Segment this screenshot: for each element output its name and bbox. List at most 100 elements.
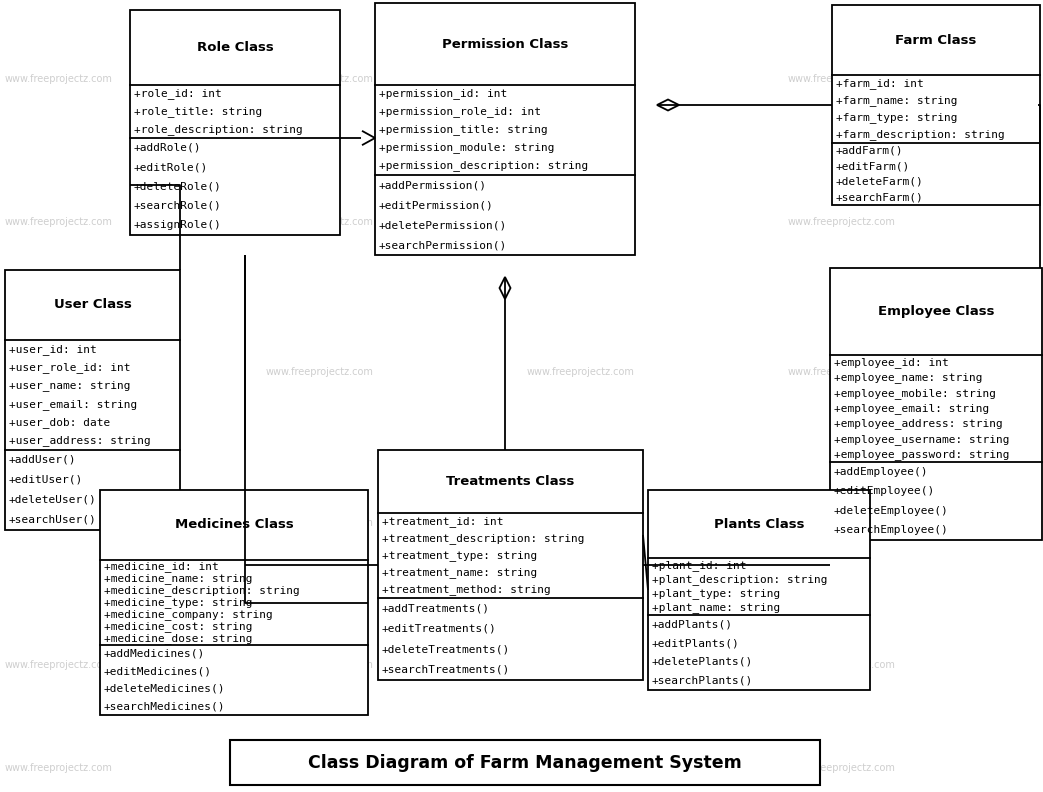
Text: +searchFarm(): +searchFarm()	[836, 192, 924, 202]
Bar	[830, 268, 1042, 540]
Text: www.freeprojectz.com: www.freeprojectz.com	[527, 661, 634, 670]
Bar	[231, 740, 820, 785]
Text: +medicine_description: string: +medicine_description: string	[104, 585, 299, 596]
Text: +editUser(): +editUser()	[9, 475, 83, 485]
Text: www.freeprojectz.com: www.freeprojectz.com	[787, 518, 895, 527]
Text: Plants Class: Plants Class	[713, 517, 804, 531]
Text: +deleteFarm(): +deleteFarm()	[836, 177, 924, 187]
Text: www.freeprojectz.com: www.freeprojectz.com	[527, 763, 634, 773]
Text: +user_id: int: +user_id: int	[9, 344, 97, 355]
Text: +treatment_method: string: +treatment_method: string	[382, 584, 551, 595]
Bar	[648, 490, 870, 690]
Text: +deleteTreatments(): +deleteTreatments()	[382, 644, 510, 654]
Text: +addEmployee(): +addEmployee()	[834, 466, 928, 477]
Text: +employee_name: string: +employee_name: string	[834, 372, 983, 383]
Bar	[100, 490, 368, 715]
Text: Medicines Class: Medicines Class	[174, 519, 293, 531]
Text: www.freeprojectz.com: www.freeprojectz.com	[5, 367, 113, 377]
Text: Role Class: Role Class	[197, 41, 273, 54]
Text: +user_dob: date: +user_dob: date	[9, 417, 111, 428]
Text: www.freeprojectz.com: www.freeprojectz.com	[787, 763, 895, 773]
Text: www.freeprojectz.com: www.freeprojectz.com	[527, 217, 634, 227]
Text: +user_address: string: +user_address: string	[9, 436, 151, 446]
Text: +user_name: string: +user_name: string	[9, 380, 130, 391]
Text: +farm_name: string: +farm_name: string	[836, 95, 957, 106]
Bar	[5, 270, 180, 530]
Text: +farm_type: string: +farm_type: string	[836, 112, 957, 123]
Text: +editMedicines(): +editMedicines()	[104, 666, 212, 676]
Text: +user_email: string: +user_email: string	[9, 398, 138, 409]
Text: +searchPlants(): +searchPlants()	[652, 676, 753, 686]
Text: +plant_description: string: +plant_description: string	[652, 574, 827, 584]
Text: +addPlants(): +addPlants()	[652, 619, 733, 630]
Text: +editPlants(): +editPlants()	[652, 638, 739, 648]
Text: +editPermission(): +editPermission()	[379, 200, 493, 210]
Text: +searchTreatments(): +searchTreatments()	[382, 664, 510, 675]
Text: www.freeprojectz.com: www.freeprojectz.com	[266, 661, 373, 670]
Text: www.freeprojectz.com: www.freeprojectz.com	[5, 661, 113, 670]
Text: +role_description: string: +role_description: string	[134, 124, 302, 135]
Text: +treatment_type: string: +treatment_type: string	[382, 550, 537, 561]
Text: +deleteMedicines(): +deleteMedicines()	[104, 683, 225, 694]
Text: www.freeprojectz.com: www.freeprojectz.com	[266, 367, 373, 377]
Text: +addMedicines(): +addMedicines()	[104, 649, 205, 659]
Text: +treatment_name: string: +treatment_name: string	[382, 567, 537, 578]
Text: Permission Class: Permission Class	[442, 37, 568, 51]
Text: +employee_password: string: +employee_password: string	[834, 449, 1010, 460]
Text: +editEmployee(): +editEmployee()	[834, 486, 936, 497]
Text: +plant_name: string: +plant_name: string	[652, 603, 780, 613]
Text: www.freeprojectz.com: www.freeprojectz.com	[5, 763, 113, 773]
Text: +searchPermission(): +searchPermission()	[379, 240, 507, 250]
Text: +farm_description: string: +farm_description: string	[836, 129, 1004, 140]
Text: www.freeprojectz.com: www.freeprojectz.com	[266, 217, 373, 227]
Text: +permission_role_id: int: +permission_role_id: int	[379, 107, 541, 117]
Bar	[378, 450, 642, 680]
Text: +role_id: int: +role_id: int	[134, 89, 222, 99]
Text: +employee_mobile: string: +employee_mobile: string	[834, 388, 996, 398]
Text: www.freeprojectz.com: www.freeprojectz.com	[5, 217, 113, 227]
Text: +plant_type: string: +plant_type: string	[652, 588, 780, 599]
Text: +permission_id: int: +permission_id: int	[379, 89, 507, 100]
Text: +treatment_id: int: +treatment_id: int	[382, 516, 504, 527]
Text: +deletePermission(): +deletePermission()	[379, 220, 507, 230]
Text: Treatments Class: Treatments Class	[446, 475, 575, 488]
Text: +permission_module: string: +permission_module: string	[379, 143, 555, 154]
Text: +role_title: string: +role_title: string	[134, 106, 262, 117]
Text: www.freeprojectz.com: www.freeprojectz.com	[787, 74, 895, 84]
Text: +employee_id: int: +employee_id: int	[834, 357, 949, 368]
Text: +employee_username: string: +employee_username: string	[834, 433, 1010, 444]
Text: www.freeprojectz.com: www.freeprojectz.com	[5, 74, 113, 84]
Text: +editFarm(): +editFarm()	[836, 162, 911, 171]
Text: +medicine_company: string: +medicine_company: string	[104, 609, 273, 620]
Text: +addFarm(): +addFarm()	[836, 146, 903, 156]
Bar	[130, 10, 340, 235]
Text: User Class: User Class	[53, 299, 131, 311]
Text: www.freeprojectz.com: www.freeprojectz.com	[5, 518, 113, 527]
Text: www.freeprojectz.com: www.freeprojectz.com	[527, 74, 634, 84]
Text: +editTreatments(): +editTreatments()	[382, 624, 496, 634]
Text: www.freeprojectz.com: www.freeprojectz.com	[787, 217, 895, 227]
Text: Class Diagram of Farm Management System: Class Diagram of Farm Management System	[308, 753, 742, 771]
Text: +assignRole(): +assignRole()	[134, 220, 222, 230]
Text: +user_role_id: int: +user_role_id: int	[9, 362, 130, 373]
Text: Employee Class: Employee Class	[878, 305, 994, 318]
Text: +deleteUser(): +deleteUser()	[9, 495, 97, 505]
Text: +employee_address: string: +employee_address: string	[834, 418, 1002, 429]
Text: www.freeprojectz.com: www.freeprojectz.com	[527, 367, 634, 377]
Text: +treatment_description: string: +treatment_description: string	[382, 533, 584, 544]
Text: +searchUser(): +searchUser()	[9, 515, 97, 525]
Text: +addUser(): +addUser()	[9, 455, 76, 465]
Text: +searchRole(): +searchRole()	[134, 201, 222, 211]
Text: +deleteEmployee(): +deleteEmployee()	[834, 506, 949, 516]
Text: +employee_email: string: +employee_email: string	[834, 403, 989, 414]
Text: +permission_title: string: +permission_title: string	[379, 124, 548, 135]
Text: +addTreatments(): +addTreatments()	[382, 604, 490, 613]
Text: www.freeprojectz.com: www.freeprojectz.com	[527, 518, 634, 527]
Text: +plant_id: int: +plant_id: int	[652, 560, 747, 570]
Text: +medicine_name: string: +medicine_name: string	[104, 573, 252, 584]
Text: +medicine_id: int: +medicine_id: int	[104, 561, 219, 572]
Text: +permission_description: string: +permission_description: string	[379, 161, 588, 171]
Text: www.freeprojectz.com: www.freeprojectz.com	[787, 661, 895, 670]
Text: www.freeprojectz.com: www.freeprojectz.com	[266, 518, 373, 527]
Text: +medicine_dose: string: +medicine_dose: string	[104, 634, 252, 645]
